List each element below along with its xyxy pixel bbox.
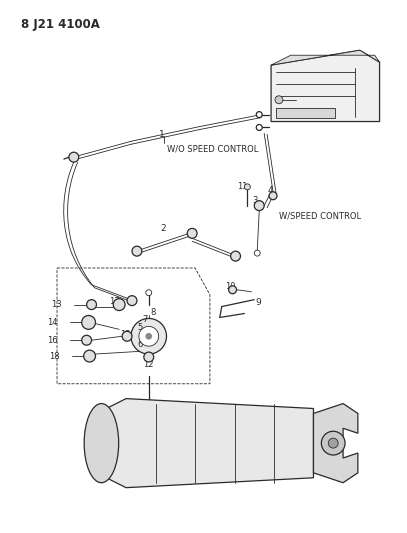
Text: 8: 8: [151, 308, 156, 317]
Text: 13: 13: [51, 300, 62, 309]
Circle shape: [127, 296, 137, 305]
Polygon shape: [313, 403, 358, 483]
Text: W/O SPEED CONTROL: W/O SPEED CONTROL: [168, 145, 259, 154]
Circle shape: [139, 326, 159, 346]
Circle shape: [254, 201, 264, 211]
Circle shape: [146, 333, 152, 339]
Polygon shape: [96, 399, 313, 488]
Circle shape: [322, 431, 345, 455]
Circle shape: [229, 286, 236, 294]
Circle shape: [269, 192, 277, 200]
Text: 11: 11: [238, 182, 248, 191]
Circle shape: [245, 184, 250, 190]
Text: 15: 15: [120, 330, 131, 339]
Text: 10: 10: [225, 282, 235, 292]
Circle shape: [82, 335, 92, 345]
Text: 2: 2: [161, 224, 166, 233]
Text: 8 J21 4100A: 8 J21 4100A: [20, 18, 99, 31]
Text: 3: 3: [252, 196, 258, 205]
Circle shape: [84, 350, 96, 362]
Text: 5: 5: [137, 323, 142, 332]
Polygon shape: [271, 50, 380, 65]
Text: 7: 7: [142, 315, 147, 324]
Polygon shape: [271, 50, 380, 122]
Circle shape: [122, 332, 132, 341]
Circle shape: [87, 300, 96, 310]
Circle shape: [256, 111, 262, 118]
Circle shape: [69, 152, 79, 162]
Circle shape: [132, 246, 142, 256]
Circle shape: [328, 438, 338, 448]
Text: 14: 14: [48, 318, 58, 327]
Text: 6: 6: [137, 340, 142, 349]
Circle shape: [231, 251, 241, 261]
Circle shape: [146, 290, 152, 296]
Circle shape: [82, 316, 96, 329]
Circle shape: [113, 298, 125, 311]
Circle shape: [256, 125, 262, 131]
Text: 18: 18: [49, 352, 60, 360]
Bar: [276, 108, 335, 118]
Text: W/SPEED CONTROL: W/SPEED CONTROL: [279, 211, 361, 220]
Circle shape: [254, 250, 260, 256]
Circle shape: [131, 318, 166, 354]
Text: 17: 17: [109, 297, 120, 306]
Circle shape: [187, 229, 197, 238]
Circle shape: [144, 352, 154, 362]
Text: 12: 12: [144, 360, 154, 369]
Text: 9: 9: [255, 298, 261, 307]
Text: 16: 16: [47, 336, 58, 345]
Text: 1: 1: [159, 130, 164, 139]
Text: 4: 4: [267, 187, 273, 195]
Ellipse shape: [84, 403, 119, 483]
Circle shape: [275, 96, 283, 104]
